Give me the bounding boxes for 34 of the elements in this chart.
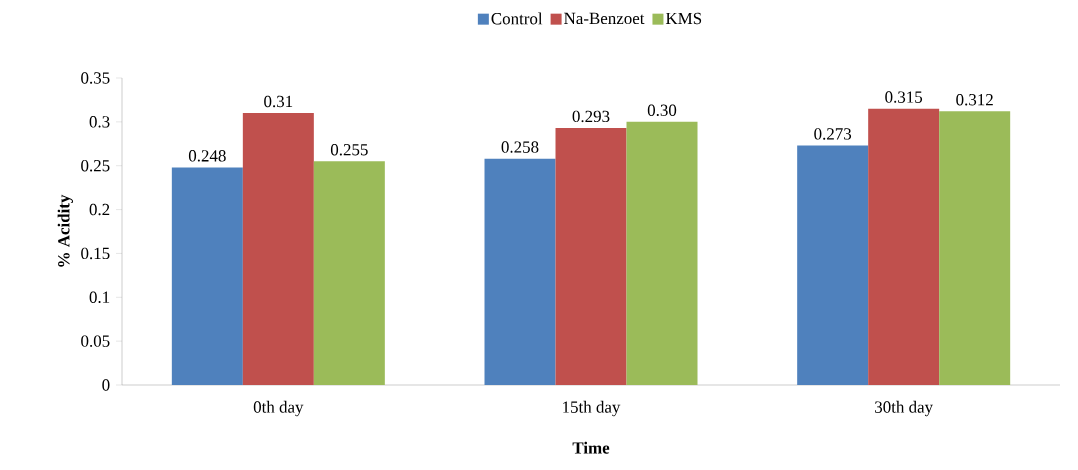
data-label: 0.30: [647, 104, 677, 116]
x-tick-label: 30th day: [875, 400, 934, 417]
bar: [797, 145, 869, 385]
x-tick-label: 0th day: [253, 400, 304, 417]
y-tick-label: 0.35: [81, 72, 110, 84]
x-tick-label: 15th day: [563, 400, 621, 417]
y-axis-title: % Acidity: [57, 194, 74, 267]
bar: [484, 158, 556, 385]
y-tick-label: 0.05: [81, 335, 110, 347]
y-tick-label: 0.15: [81, 247, 110, 260]
x-axis-title: Time: [572, 441, 610, 454]
data-label: 0.293: [572, 110, 610, 123]
y-tick-label: 0.2: [89, 203, 110, 216]
data-label: 0.248: [188, 150, 226, 162]
bar: [939, 111, 1011, 385]
data-label: 0.255: [330, 143, 368, 156]
bar: [242, 113, 314, 385]
data-label: 0.31: [264, 95, 293, 108]
data-label: 0.273: [814, 128, 852, 140]
data-label: 0.312: [956, 93, 993, 106]
data-label: 0.258: [501, 141, 539, 153]
bar: [313, 161, 385, 385]
data-label: 0.315: [885, 91, 923, 103]
y-tick-label: 0: [102, 379, 110, 391]
legend-label: Na-Benzoet: [564, 12, 645, 25]
y-tick-label: 0.1: [89, 291, 110, 304]
bar: [171, 167, 243, 385]
legend-label: KMS: [665, 12, 702, 25]
legend-label: Control: [491, 12, 543, 25]
y-tick-label: 0.3: [89, 116, 110, 128]
bar: [868, 108, 940, 385]
bar: [555, 127, 627, 385]
bar: [626, 121, 698, 385]
y-tick-label: 0.25: [81, 159, 110, 172]
